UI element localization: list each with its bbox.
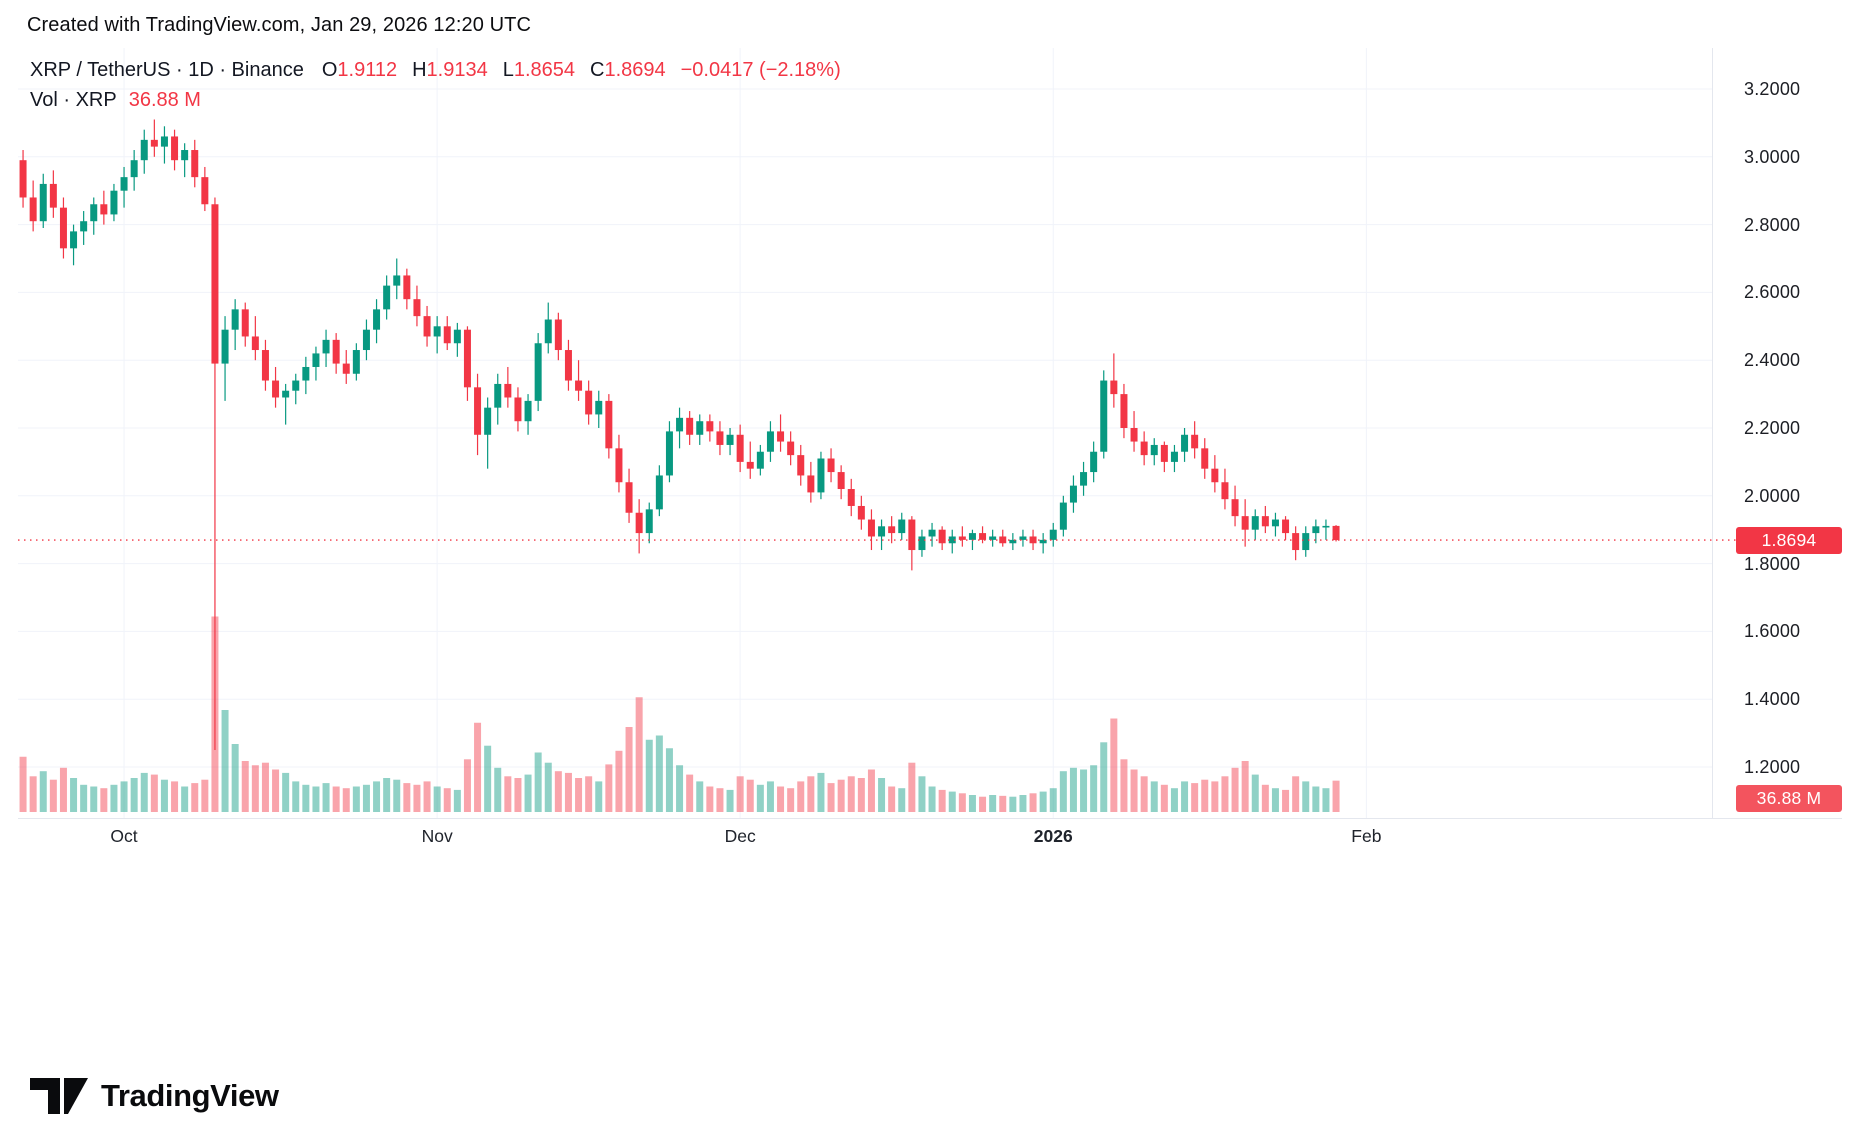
high-label: H [412,59,427,81]
volume-label: Vol · XRP [30,89,117,111]
ohlc-low: L1.8654 [503,59,575,82]
low-value: 1.8654 [513,59,575,81]
chart-legend: XRP / TetherUS · 1D · Binance O1.9112 H1… [30,59,841,119]
volume-badge: 36.88 M [1736,785,1842,812]
ohlc-close: C1.8694 [590,59,666,82]
tradingview-logo-text: TradingView [101,1078,279,1113]
open-label: O [321,59,338,81]
ohlc-open: O1.9112 [322,59,397,82]
symbol-title: XRP / TetherUS · 1D · Binance [30,59,304,81]
tradingview-logo[interactable]: TradingView [30,1078,279,1114]
last-price-badge: 1.8694 [1736,526,1842,554]
volume-value: 36.88 M [128,89,201,111]
tradingview-logo-icon [30,1078,88,1114]
close-value: 1.8694 [604,59,666,81]
low-label: L [502,59,514,81]
change-value: −0.0417 (−2.18%) [680,59,841,81]
close-label: C [590,59,605,81]
open-value: 1.9112 [337,59,398,81]
attribution-text: Created with TradingView.com, Jan 29, 20… [27,14,531,36]
legend-volume-row: Vol · XRP 36.88 M [30,89,841,119]
legend-symbol-row: XRP / TetherUS · 1D · Binance O1.9112 H1… [30,59,841,89]
high-value: 1.9134 [426,59,488,81]
ohlc-high: H1.9134 [412,59,488,82]
